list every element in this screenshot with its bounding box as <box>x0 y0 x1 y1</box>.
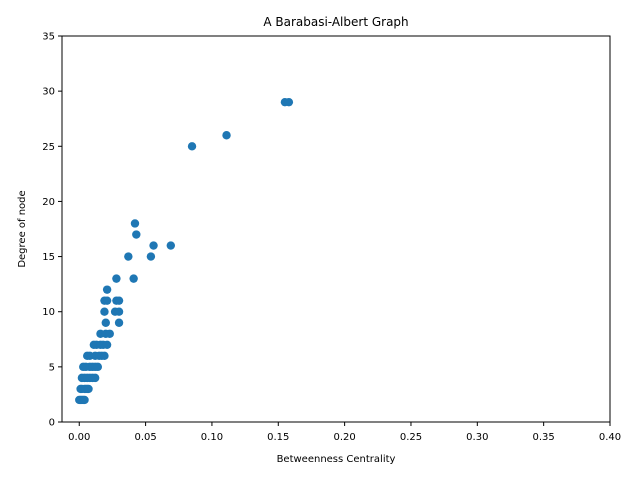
y-tick-label: 25 <box>42 142 55 153</box>
data-point <box>114 307 124 316</box>
x-tick-label: 0.05 <box>134 432 156 443</box>
data-point <box>101 318 110 327</box>
x-tick-label: 0.25 <box>400 432 422 443</box>
data-point <box>84 384 93 394</box>
data-point <box>93 362 103 372</box>
data-point <box>102 340 112 349</box>
data-point <box>100 351 109 361</box>
y-axis-label: Degree of node <box>17 190 28 267</box>
data-point <box>130 219 140 228</box>
data-point <box>146 252 156 261</box>
y-tick-label: 35 <box>42 32 55 43</box>
data-point <box>166 241 176 250</box>
y-axis-ticks: 0 5 10 15 20 25 30 35 <box>42 32 62 429</box>
x-tick-label: 0.20 <box>333 432 355 443</box>
data-point <box>129 274 138 283</box>
data-point <box>132 230 141 239</box>
x-tick-label: 0.00 <box>68 432 90 443</box>
plot-frame <box>61 35 611 423</box>
x-tick-label: 0.40 <box>599 432 621 443</box>
y-tick-label: 5 <box>49 362 55 373</box>
data-point <box>100 307 109 316</box>
data-point <box>114 296 124 305</box>
x-tick-label: 0.10 <box>201 432 223 443</box>
y-tick-label: 10 <box>42 307 55 318</box>
x-tick-label: 0.15 <box>267 432 289 443</box>
data-point <box>222 131 231 140</box>
data-point <box>80 395 89 405</box>
data-point <box>124 252 133 261</box>
x-axis-label: Betweenness Centrality <box>277 454 396 465</box>
data-point <box>114 318 124 327</box>
data-point <box>187 142 197 151</box>
points-layer <box>75 97 294 405</box>
data-point <box>102 285 112 294</box>
x-tick-label: 0.30 <box>466 432 488 443</box>
data-point <box>90 373 100 383</box>
x-axis-ticks: 0.00 0.05 0.10 0.15 0.20 0.25 0.30 0.35 0.40 <box>68 422 621 443</box>
data-point <box>112 274 121 283</box>
data-point <box>105 329 114 338</box>
y-tick-label: 15 <box>42 252 55 263</box>
data-point <box>102 296 112 305</box>
x-tick-label: 0.35 <box>533 432 555 443</box>
data-point <box>149 241 158 250</box>
y-tick-label: 20 <box>42 197 55 208</box>
y-tick-label: 30 <box>42 87 55 98</box>
chart-title: A Barabasi-Albert Graph <box>263 15 408 29</box>
data-point <box>284 97 294 107</box>
y-tick-label: 0 <box>49 418 55 429</box>
